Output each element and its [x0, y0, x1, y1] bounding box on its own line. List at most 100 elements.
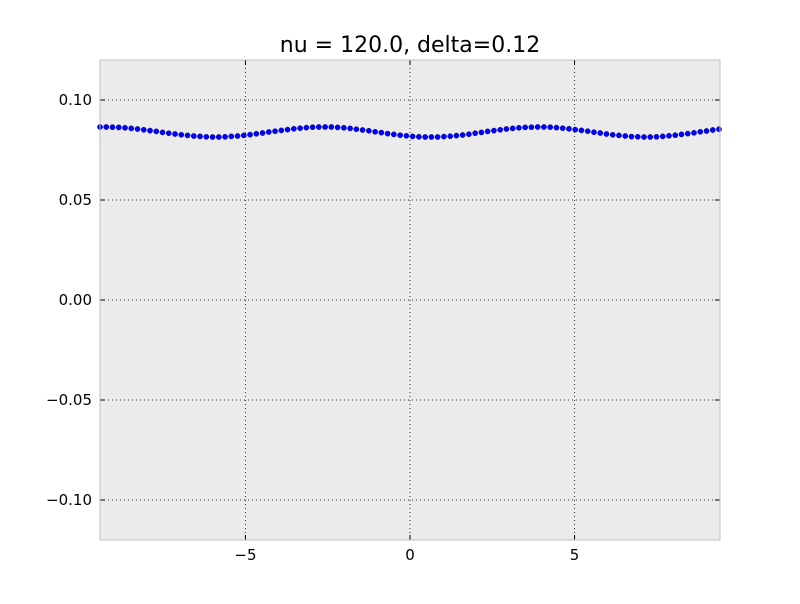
data-point — [666, 132, 672, 139]
data-point — [190, 133, 197, 139]
data-point — [428, 134, 435, 140]
y-tick-label: 0.10 — [59, 91, 92, 109]
data-point — [616, 132, 622, 139]
data-point — [240, 132, 247, 139]
data-point — [422, 134, 428, 140]
data-point — [528, 124, 535, 131]
data-point — [359, 127, 366, 133]
data-point — [147, 127, 153, 134]
data-point — [591, 129, 597, 136]
data-point — [584, 128, 591, 135]
x-tick-label: −5 — [234, 546, 256, 564]
data-point — [547, 124, 554, 131]
data-point — [372, 128, 378, 135]
data-point — [478, 129, 485, 136]
data-point — [172, 131, 178, 137]
data-point — [572, 126, 579, 133]
data-point — [353, 126, 360, 133]
data-point — [628, 133, 635, 140]
data-point — [459, 132, 466, 138]
data-point — [672, 132, 679, 139]
data-point — [197, 133, 203, 140]
data-point — [703, 128, 710, 134]
data-point — [178, 131, 185, 138]
data-point — [709, 127, 716, 133]
axis-ticks: −5 0 5 0.10 0.05 0.00 −0.05 −0.10 — [46, 60, 720, 564]
data-point — [441, 133, 447, 140]
data-point — [597, 130, 604, 136]
data-point — [509, 125, 516, 132]
data-point — [328, 124, 335, 130]
data-point — [309, 124, 316, 131]
data-point — [603, 131, 610, 137]
data-point — [678, 131, 685, 138]
y-tick-label: −0.05 — [46, 391, 92, 409]
data-point — [641, 134, 647, 140]
data-point — [384, 130, 391, 137]
data-point — [290, 125, 297, 132]
data-point — [222, 133, 228, 140]
data-point — [609, 131, 616, 138]
data-point — [347, 125, 353, 132]
x-tick-label: 5 — [570, 546, 580, 564]
grid-lines — [100, 60, 720, 540]
data-point — [322, 124, 328, 130]
data-point — [140, 126, 147, 133]
data-point — [566, 125, 572, 132]
data-point — [334, 124, 341, 131]
data-point — [103, 124, 110, 130]
y-tick-label: −0.10 — [46, 491, 92, 509]
data-point — [159, 129, 166, 136]
data-point — [691, 129, 697, 136]
data-point — [659, 133, 666, 140]
data-point — [284, 126, 291, 133]
data-point — [472, 130, 479, 137]
data-point — [516, 124, 522, 131]
data-point — [553, 124, 560, 131]
data-point — [622, 133, 629, 139]
data-point — [165, 130, 172, 137]
data-point — [259, 130, 266, 136]
data-point — [341, 124, 347, 131]
data-point — [109, 124, 116, 131]
data-point — [647, 134, 654, 140]
data-point — [278, 127, 285, 134]
data-point — [303, 124, 310, 131]
data-point — [416, 133, 422, 140]
data-point — [447, 133, 453, 140]
data-point — [541, 124, 547, 130]
data-point — [184, 132, 191, 139]
data-point — [366, 127, 372, 134]
data-point — [634, 133, 641, 140]
data-point — [234, 133, 241, 139]
data-point — [453, 132, 460, 139]
data-point — [247, 131, 253, 138]
data-point — [203, 133, 210, 140]
data-point — [315, 124, 322, 130]
data-point — [397, 132, 403, 139]
data-point — [403, 132, 410, 139]
data-point — [534, 124, 541, 130]
data-point — [272, 128, 278, 135]
data-point — [653, 133, 660, 140]
data-point — [466, 131, 472, 138]
data-point — [122, 124, 128, 131]
data-point — [378, 129, 385, 136]
data-point — [134, 126, 141, 132]
data-point — [503, 126, 510, 132]
data-point — [522, 124, 529, 131]
data-point — [684, 130, 691, 137]
data-point — [265, 129, 272, 135]
data-point — [115, 124, 122, 131]
data-point — [391, 131, 397, 138]
data-point — [153, 128, 160, 135]
data-point — [578, 127, 585, 134]
data-point — [434, 134, 441, 140]
data-points — [97, 124, 722, 140]
data-point — [716, 126, 722, 133]
data-point — [128, 125, 135, 132]
data-point — [559, 125, 566, 132]
data-point — [497, 126, 504, 133]
